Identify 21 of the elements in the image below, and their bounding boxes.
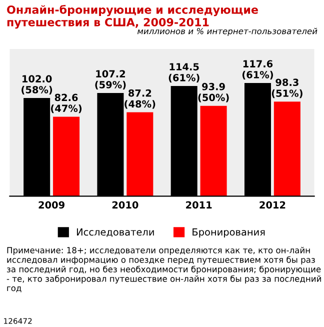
legend-label: Исследователи [76, 228, 154, 237]
data-label: 102.0 (58%) [22, 75, 52, 95]
x-tick-label: 2012 [260, 201, 286, 209]
bar [200, 106, 227, 196]
data-label: 117.6 (61%) [242, 60, 273, 80]
legend-label: Бронирования [192, 228, 265, 238]
data-label: 82.6 (47%) [51, 94, 82, 114]
data-label: 87.2 (48%) [124, 89, 156, 109]
bar [53, 116, 80, 196]
bar [126, 112, 154, 196]
x-tick-label: 2011 [186, 201, 212, 209]
bar [274, 102, 300, 196]
data-label: 93.9 (50%) [198, 82, 229, 102]
data-label: 114.5 (61%) [168, 63, 200, 82]
chart-subtitle: миллионов и % интернет-пользователей [137, 28, 318, 36]
data-label: 107.2 (59%) [95, 70, 126, 90]
chart-title: Онлайн-бронирующие и исследующие путешествия в США, 2009-2011 [7, 4, 258, 29]
x-tick-label: 2009 [38, 201, 64, 209]
text: Примечание: 18+; исследователи определяются как те, кто он-лайн исследовал информацию о поездке перед путешествием хотя бы раз за последний год, но без необходимости бронирования; бронирующие - те, кто забронировал путешествие он-лайн хотя бы раз за последний год [6, 246, 321, 292]
data-label: 98.3 (51%) [272, 78, 302, 98]
x-tick-label: 2010 [112, 201, 138, 209]
